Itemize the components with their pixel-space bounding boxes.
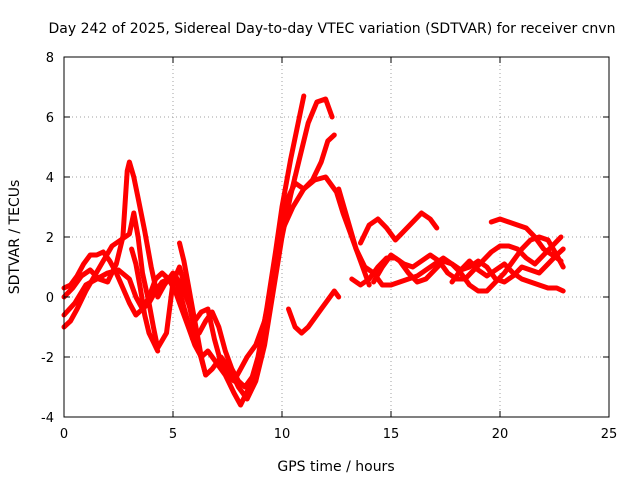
x-tick-label: 0: [60, 427, 68, 442]
x-tick-label: 10: [274, 427, 291, 442]
series-arc-12: [488, 216, 564, 264]
y-tick-label: 4: [46, 171, 54, 186]
x-tick-label: 25: [601, 427, 618, 442]
y-tick-label: 0: [46, 291, 54, 306]
series-arc-4: [61, 174, 372, 384]
y-axis-label: SDTVAR / TECUs: [7, 180, 23, 295]
x-tick-label: 15: [383, 427, 400, 442]
x-axis-label: GPS time / hours: [277, 459, 394, 475]
y-tick-label: 2: [46, 231, 54, 246]
series-arc-13: [449, 258, 566, 294]
y-tick-label: 8: [46, 51, 54, 66]
series-arc-11: [371, 246, 566, 285]
y-tick-label: -2: [41, 351, 54, 366]
chart-title: Day 242 of 2025, Sidereal Day-to-day VTE…: [49, 21, 616, 37]
x-tick-label: 20: [492, 427, 509, 442]
y-tick-label: 6: [46, 111, 54, 126]
data-series: [61, 93, 566, 408]
series-arc-5: [129, 246, 161, 354]
plot-frame: [63, 56, 610, 418]
y-tick-label: -4: [41, 411, 54, 426]
series-arc-7: [286, 288, 342, 336]
series-arc-6: [177, 240, 209, 378]
series-arc-10: [358, 210, 440, 246]
x-tick-label: 5: [169, 427, 177, 442]
series-arc-3: [61, 132, 337, 390]
